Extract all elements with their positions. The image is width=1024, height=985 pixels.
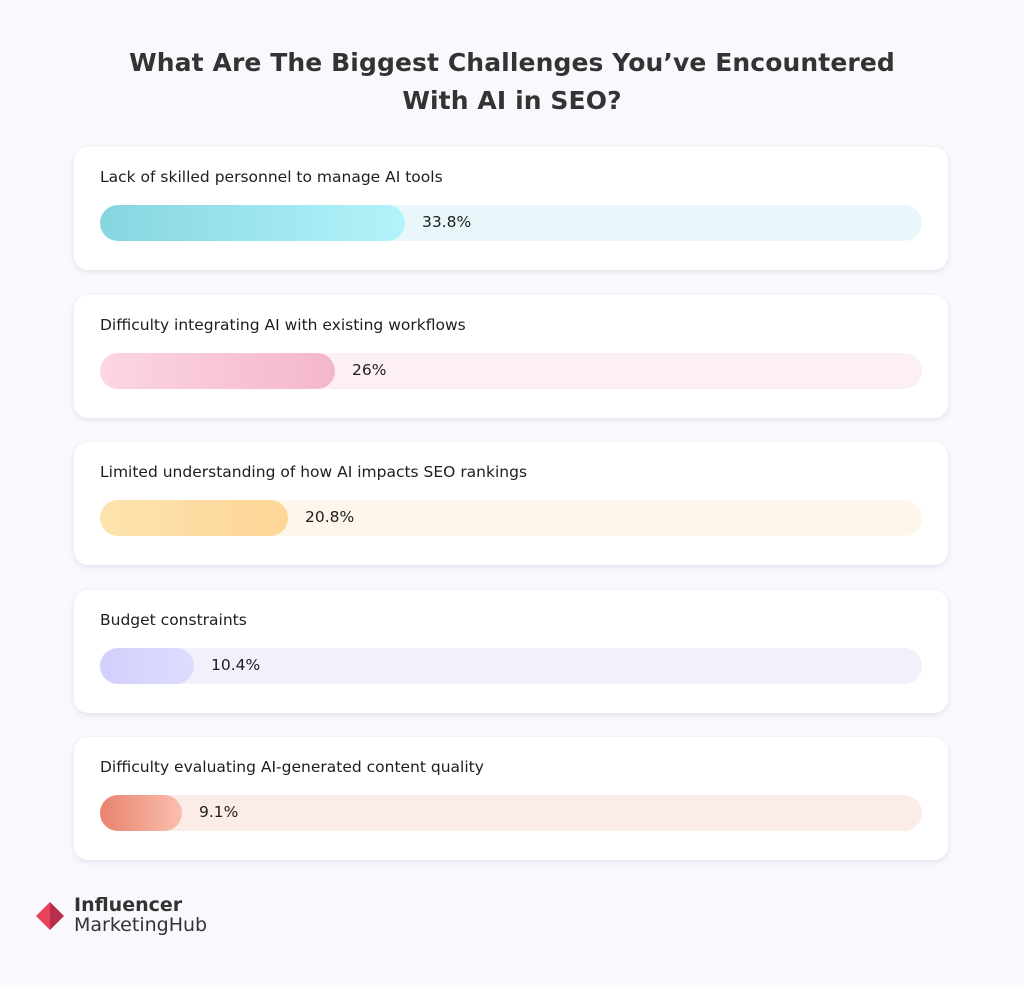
- bar-category-label: Budget constraints: [100, 610, 247, 629]
- bar-value-label: 9.1%: [199, 803, 239, 821]
- logo-text-marketinghub: MarketingHub: [74, 914, 208, 936]
- bar-track: [100, 352, 922, 389]
- bar: [100, 205, 405, 241]
- chart-title: What Are The Biggest Challenges You’ve E…: [0, 44, 1024, 120]
- brand-logo: Influencer MarketingHub: [36, 894, 226, 944]
- bar-card: Difficulty evaluating AI-generated conte…: [74, 737, 948, 860]
- bar: [100, 352, 335, 389]
- diamond-logo-icon: [36, 902, 64, 930]
- bar-category-label: Difficulty integrating AI with existing …: [100, 315, 466, 334]
- logo-text-influencer: Influencer: [74, 894, 183, 916]
- bar: [100, 795, 182, 831]
- chart-title-line-1: What Are The Biggest Challenges You’ve E…: [129, 48, 895, 77]
- bar: [100, 647, 194, 684]
- bar-value-label: 33.8%: [422, 213, 472, 231]
- bar: [100, 500, 288, 536]
- bar-category-label: Limited understanding of how AI impacts …: [100, 463, 528, 481]
- bar-card: Budget constraints 10.4%: [74, 589, 948, 713]
- bar-card: Limited understanding of how AI impacts …: [74, 442, 948, 565]
- bar-category-label: Difficulty evaluating AI-generated conte…: [100, 758, 484, 776]
- bar-track: [100, 647, 922, 684]
- bar-card: Lack of skilled personnel to manage AI t…: [74, 147, 948, 270]
- bar-track: [100, 795, 922, 831]
- bar-list: Lack of skilled personnel to manage AI t…: [74, 147, 948, 885]
- bar-value-label: 20.8%: [305, 508, 355, 526]
- bar-category-label: Lack of skilled personnel to manage AI t…: [100, 168, 443, 186]
- bar-value-label: 26%: [352, 360, 387, 379]
- bar-track: [100, 205, 922, 241]
- bar-track: [100, 500, 922, 536]
- bar-card: Difficulty integrating AI with existing …: [74, 294, 948, 418]
- bar-value-label: 10.4%: [211, 655, 261, 674]
- chart-title-line-2: With AI in SEO?: [402, 86, 622, 115]
